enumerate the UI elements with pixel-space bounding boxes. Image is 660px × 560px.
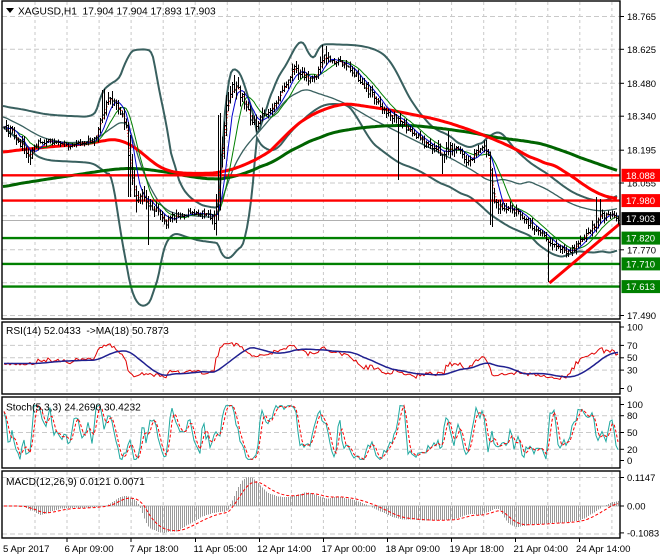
- svg-text:MACD(12,26,9) 0.0121 0.0071: MACD(12,26,9) 0.0121 0.0071: [6, 477, 145, 488]
- svg-text:18 Apr 09:00: 18 Apr 09:00: [386, 544, 440, 555]
- svg-text:RSI(14) 52.0433 ->MA(18) 50.7: RSI(14) 52.0433 ->MA(18) 50.7873: [6, 326, 169, 337]
- svg-text:17.903: 17.903: [626, 214, 655, 225]
- svg-text:17.490: 17.490: [627, 311, 656, 322]
- svg-text:18.480: 18.480: [627, 79, 656, 90]
- svg-text:7 Apr 18:00: 7 Apr 18:00: [130, 544, 179, 555]
- svg-text:17.613: 17.613: [626, 282, 655, 293]
- svg-text:18.195: 18.195: [627, 146, 656, 157]
- svg-text:80: 80: [627, 411, 638, 422]
- svg-text:19 Apr 18:00: 19 Apr 18:00: [450, 544, 504, 555]
- svg-text:17 Apr 00:00: 17 Apr 00:00: [322, 544, 376, 555]
- svg-text:0: 0: [627, 384, 632, 395]
- svg-text:24 Apr 14:00: 24 Apr 14:00: [576, 544, 630, 555]
- svg-text:20: 20: [627, 445, 638, 456]
- svg-text:18.340: 18.340: [627, 112, 656, 123]
- svg-text:18.055: 18.055: [627, 179, 656, 190]
- svg-text:50: 50: [627, 428, 638, 439]
- svg-text:70: 70: [627, 341, 638, 352]
- svg-text:5 Apr 2017: 5 Apr 2017: [3, 544, 49, 555]
- svg-text:30: 30: [627, 366, 638, 377]
- svg-text:100: 100: [627, 400, 643, 411]
- svg-text:18.765: 18.765: [627, 12, 656, 23]
- svg-text:0.00: 0.00: [627, 502, 646, 513]
- svg-text:17.980: 17.980: [626, 196, 655, 207]
- svg-text:XAGUSD,H1 17.904 17.904 17.89: XAGUSD,H1 17.904 17.904 17.893 17.903: [18, 7, 216, 18]
- svg-text:11 Apr 05:00: 11 Apr 05:00: [194, 544, 248, 555]
- svg-text:17.820: 17.820: [626, 234, 655, 245]
- svg-text:Stoch(5,3,3) 24.2690 30.4232: Stoch(5,3,3) 24.2690 30.4232: [6, 403, 141, 414]
- svg-text:-0.1083: -0.1083: [627, 528, 659, 539]
- svg-text:17.710: 17.710: [626, 259, 655, 270]
- svg-text:18.088: 18.088: [626, 171, 655, 182]
- svg-text:18.625: 18.625: [627, 45, 656, 56]
- svg-text:0.1147: 0.1147: [627, 473, 655, 484]
- svg-text:6 Apr 09:00: 6 Apr 09:00: [65, 544, 114, 555]
- svg-text:100: 100: [627, 323, 643, 334]
- svg-text:50: 50: [627, 353, 638, 364]
- svg-text:12 Apr 14:00: 12 Apr 14:00: [257, 544, 311, 555]
- svg-text:21 Apr 04:00: 21 Apr 04:00: [514, 544, 568, 555]
- svg-text:17.770: 17.770: [627, 245, 656, 256]
- svg-text:0: 0: [627, 456, 632, 467]
